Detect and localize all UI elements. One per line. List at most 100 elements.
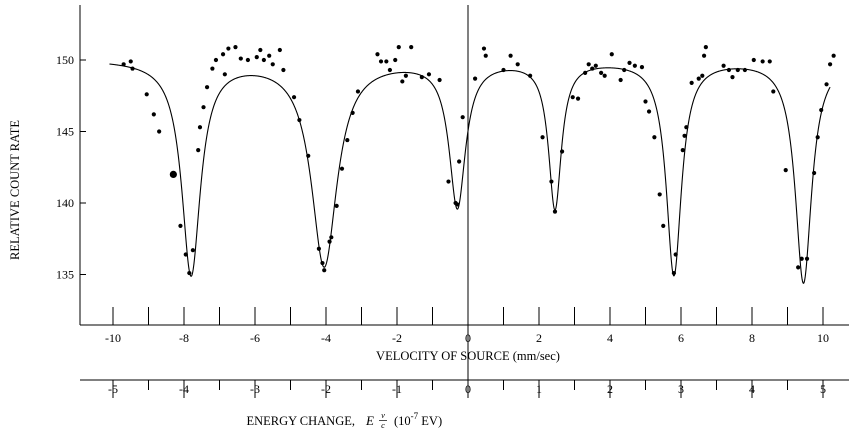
- energy-unit-label: (10-7 EV): [394, 411, 442, 428]
- data-point: [528, 73, 533, 78]
- data-point: [643, 99, 648, 104]
- y-tick-label: 150: [56, 53, 74, 67]
- data-point: [201, 105, 206, 110]
- data-point: [409, 45, 414, 50]
- energy-tick-label: 1: [536, 382, 542, 396]
- data-point: [144, 92, 149, 97]
- data-point: [375, 52, 380, 57]
- x-axis-label: VELOCITY OF SOURCE (mm/sec): [376, 349, 560, 363]
- data-point: [151, 112, 156, 117]
- data-point: [481, 46, 487, 51]
- energy-tick-label: -3: [250, 382, 260, 396]
- data-point: [387, 67, 392, 73]
- data-point: [751, 57, 756, 63]
- data-point: [473, 76, 478, 81]
- data-point: [270, 62, 275, 67]
- data-point: [277, 47, 282, 53]
- data-point: [457, 159, 462, 164]
- data-point: [819, 107, 824, 113]
- data-point: [460, 115, 465, 120]
- data-point: [384, 59, 389, 64]
- data-point: [187, 270, 192, 276]
- data-point: [599, 70, 604, 75]
- energy-tick-label: 0: [465, 382, 471, 396]
- velocity-tick-label: 8: [749, 331, 755, 345]
- data-point: [549, 179, 554, 184]
- data-point: [684, 125, 689, 130]
- data-point: [696, 76, 701, 81]
- energy-tick-label: -2: [321, 382, 331, 396]
- energy-axis-label: ENERGY CHANGE, E v c (10-7 EV): [246, 410, 442, 430]
- data-point: [671, 270, 677, 276]
- data-point: [771, 89, 776, 94]
- energy-tick-label: 2: [607, 382, 613, 396]
- data-point: [222, 72, 227, 77]
- velocity-tick-label: 2: [536, 331, 542, 345]
- data-point: [590, 66, 595, 71]
- data-point: [760, 59, 765, 64]
- velocity-tick-label: 0: [465, 331, 471, 345]
- data-point: [831, 53, 836, 58]
- data-point: [316, 246, 321, 251]
- data-point: [680, 147, 685, 153]
- energy-tick-label: -1: [392, 382, 402, 396]
- data-point: [329, 235, 334, 240]
- data-point: [322, 268, 327, 273]
- data-point: [437, 77, 442, 83]
- data-point: [661, 223, 666, 228]
- data-point: [238, 56, 243, 61]
- velocity-tick-label: -10: [105, 331, 121, 345]
- data-point: [804, 256, 810, 261]
- data-point: [196, 147, 201, 153]
- data-point: [701, 53, 707, 58]
- data-point: [570, 95, 575, 100]
- data-point: [815, 135, 820, 140]
- energy-tick-label: -5: [108, 382, 118, 396]
- data-point: [552, 209, 558, 214]
- data-point: [689, 80, 694, 85]
- data-point: [455, 202, 460, 207]
- velocity-tick-label: -8: [179, 331, 189, 345]
- data-point: [799, 256, 804, 261]
- y-ticks: 135 140 145 150: [56, 53, 86, 282]
- data-point: [586, 62, 591, 67]
- data-point: [540, 135, 545, 140]
- data-point: [575, 96, 581, 101]
- data-point: [783, 168, 788, 173]
- data-point: [345, 137, 350, 143]
- data-point: [657, 192, 662, 197]
- data-point: [622, 67, 627, 73]
- energy-formula-v: v: [381, 410, 385, 420]
- energy-tick-label: 5: [820, 382, 826, 396]
- data-point: [559, 149, 565, 154]
- data-point: [682, 133, 687, 138]
- velocity-tick-label: -4: [321, 331, 331, 345]
- energy-unit-exponent: -7: [411, 411, 419, 421]
- data-point: [646, 109, 652, 114]
- data-point: [721, 63, 726, 68]
- energy-ticks: -5 -4 -3 -2 -1 0 1 2 3 4 5: [108, 380, 826, 398]
- data-point: [220, 52, 226, 57]
- data-point: [396, 45, 401, 50]
- data-point: [730, 75, 735, 80]
- data-point: [327, 239, 332, 244]
- data-point: [350, 110, 355, 116]
- data-point: [281, 67, 286, 73]
- data-point: [501, 67, 506, 73]
- y-axis-label: RELATIVE COUNT RATE: [8, 120, 22, 260]
- energy-formula-c: c: [381, 420, 385, 430]
- data-point: [393, 57, 398, 63]
- data-point: [824, 82, 829, 87]
- data-point: [583, 70, 588, 75]
- velocity-tick-label: -2: [392, 331, 402, 345]
- data-point: [254, 55, 259, 60]
- energy-tick-label: -4: [179, 382, 189, 396]
- data-point: [627, 60, 632, 65]
- data-point: [210, 66, 215, 71]
- data-point: [483, 53, 488, 58]
- data-point: [178, 223, 183, 228]
- data-point: [213, 57, 219, 63]
- energy-unit-base: (10: [394, 414, 411, 428]
- data-point: [593, 63, 598, 68]
